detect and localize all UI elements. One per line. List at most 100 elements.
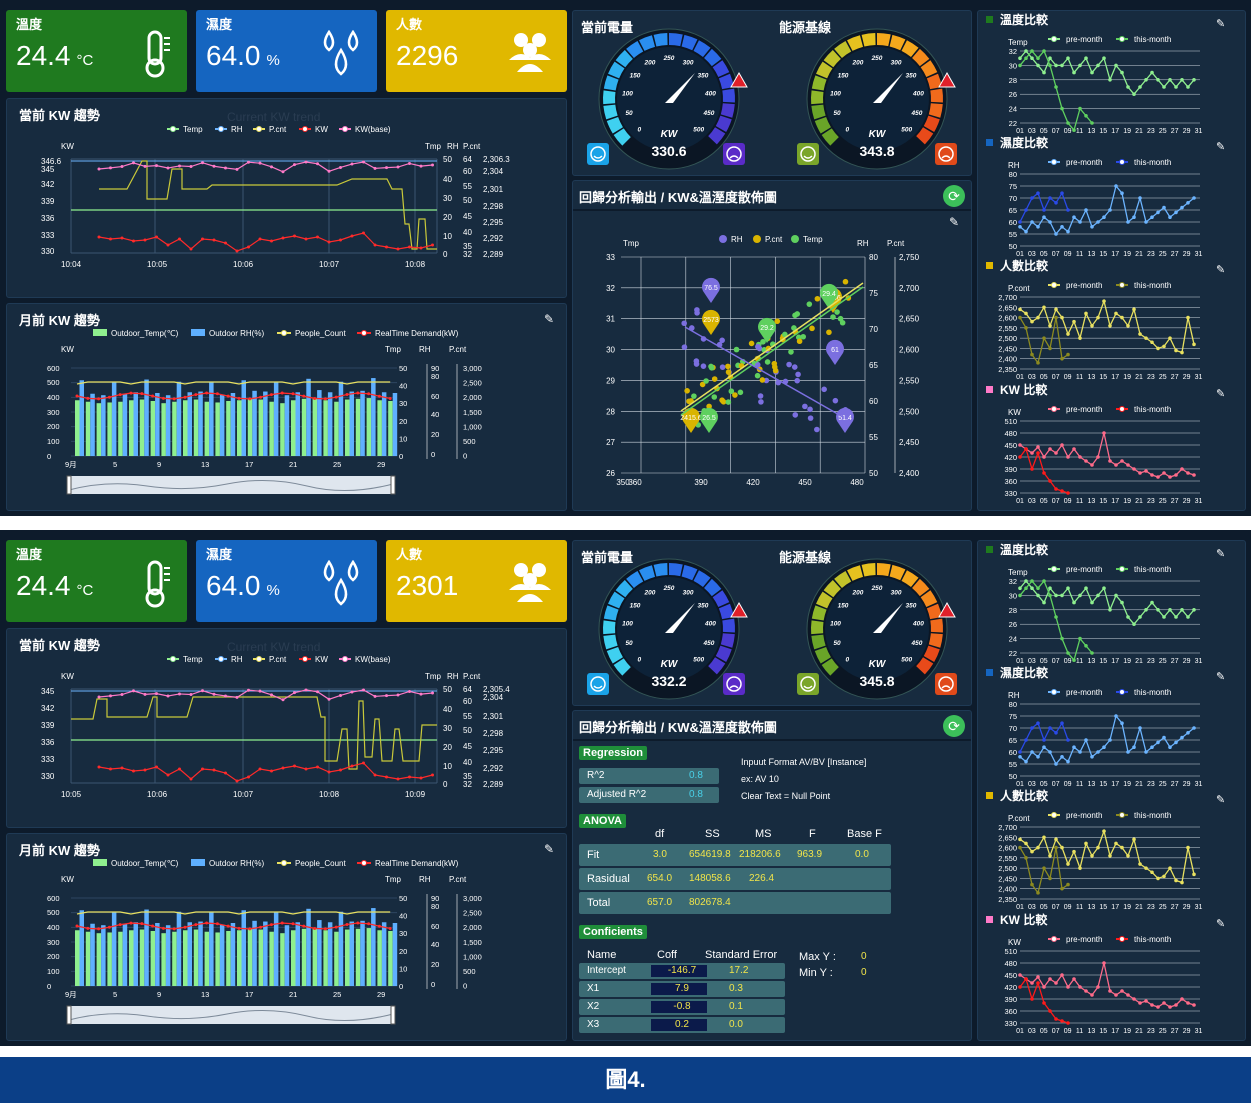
gauge-segment xyxy=(626,570,644,588)
comparison-point xyxy=(1048,876,1052,881)
refresh-icon[interactable]: ⟳ xyxy=(943,715,965,737)
edit-pencil-icon[interactable]: ✎ xyxy=(543,312,554,326)
people-value: 2301 xyxy=(396,570,459,601)
comparison-point xyxy=(1036,361,1040,365)
gauge-segment xyxy=(722,618,735,633)
edit-pencil-icon[interactable]: ✎ xyxy=(543,842,554,856)
dashboard-screen-b: 溫度 24.4 °C 濕度 64.0% 人數 2301 當前 KW 趨勢 Curr… xyxy=(0,530,1251,1046)
scatter-pcnt-tick: 2,550 xyxy=(899,376,920,385)
comparison-y-tick: 2,600 xyxy=(998,314,1017,323)
svg-text:10:06: 10:06 xyxy=(233,260,254,269)
comparison-point xyxy=(1042,305,1046,310)
gauge-tick: 400 xyxy=(704,620,716,627)
humidity-value: 64.0% xyxy=(206,40,280,71)
scatter-point xyxy=(719,364,726,370)
tmp-axis-tick: 20 xyxy=(399,947,407,956)
edit-pencil-icon[interactable]: ✎ xyxy=(1216,141,1225,153)
comparison-point xyxy=(1156,78,1160,82)
edit-pencil-icon[interactable]: ✎ xyxy=(1216,264,1225,276)
comparison-point xyxy=(1036,981,1040,985)
demand-point xyxy=(269,393,273,397)
comparison-point xyxy=(1120,459,1124,463)
edit-pencil-icon[interactable]: ✎ xyxy=(1216,548,1225,560)
gauge-tick: 250 xyxy=(871,55,883,62)
scatter-point xyxy=(834,309,840,315)
temperature-card: 溫度 24.4 °C xyxy=(6,540,187,622)
comparison-point xyxy=(1144,866,1148,870)
comparison-point xyxy=(1066,332,1070,336)
gauge-tick: 150 xyxy=(630,602,641,609)
temp-bar xyxy=(139,929,145,986)
svg-text:45: 45 xyxy=(463,212,472,221)
comparison-y-tick: 28 xyxy=(1009,76,1017,85)
comparison-point xyxy=(1042,49,1046,53)
demand-point xyxy=(269,923,273,927)
comparison-y-tick: 480 xyxy=(1004,429,1017,438)
gauge-segment xyxy=(722,88,735,103)
gauge-segment xyxy=(613,128,631,146)
edit-pencil-icon[interactable]: ✎ xyxy=(1216,794,1225,806)
comparison-point xyxy=(1060,1019,1064,1023)
comparison-point xyxy=(1042,738,1046,742)
temp-bar xyxy=(345,929,350,986)
scatter-pcnt-tick: 2,600 xyxy=(899,346,920,355)
demand-point xyxy=(226,924,230,928)
comparison-point xyxy=(1036,975,1040,979)
comparison-point xyxy=(1054,615,1058,619)
temp-bar xyxy=(388,401,393,456)
regression-scatter-panel: 回歸分析輸出 / KW&溫溼度散佈圖 ⟳ ✎ RH P.cnt Temp Tmp… xyxy=(572,180,972,511)
refresh-icon[interactable]: ⟳ xyxy=(943,185,965,207)
demand-point xyxy=(377,924,381,928)
scatter-point xyxy=(681,320,687,327)
comparison-point xyxy=(1126,750,1130,754)
rh-bar xyxy=(133,922,138,986)
edit-pencil-icon[interactable]: ✎ xyxy=(1216,918,1225,930)
comparison-point xyxy=(1030,981,1034,985)
edit-pencil-icon[interactable]: ✎ xyxy=(1216,388,1225,400)
kw-axis-tick: 336 xyxy=(41,738,55,747)
temp-bar xyxy=(118,401,123,456)
edit-pencil-icon[interactable]: ✎ xyxy=(1216,671,1225,683)
temp-bar xyxy=(366,398,372,456)
kwbase-point xyxy=(120,165,124,169)
comparison-panel: 溫度比較 ✎ pre-month this-month Temp 32 30 28 26 24 22… xyxy=(977,540,1246,1041)
edit-pencil-icon[interactable]: ✎ xyxy=(948,215,959,229)
kw-point xyxy=(109,237,112,241)
edit-pencil-icon[interactable]: ✎ xyxy=(1216,18,1225,30)
comparison-point xyxy=(1120,191,1124,195)
pcnt-axis-tick: 1,500 xyxy=(463,938,482,947)
comparison-x-tick: 03 xyxy=(1028,658,1036,665)
comparison-point xyxy=(1042,455,1046,459)
kw-point xyxy=(396,777,400,781)
comparison-point xyxy=(1078,63,1082,68)
gauge-segment xyxy=(603,634,618,650)
comparison-point xyxy=(1174,615,1178,619)
temp-bar xyxy=(107,402,112,456)
kw-axis-tick: 500 xyxy=(47,908,60,917)
temp-bar xyxy=(237,930,242,986)
kw-point xyxy=(431,243,434,247)
comparison-y-tick: 510 xyxy=(1004,947,1017,956)
kw-axis-tick: 330 xyxy=(41,772,55,781)
happy-face-icon xyxy=(587,673,609,695)
comparison-x-tick: 17 xyxy=(1111,251,1119,258)
scatter-point xyxy=(806,301,813,307)
comparison-x-tick: 23 xyxy=(1147,251,1155,258)
scatter-x-tick: 360 xyxy=(628,478,642,487)
comparison-y-tick: 22 xyxy=(1009,119,1017,128)
rh-bar xyxy=(176,911,182,986)
comparison-y-tick: 2,650 xyxy=(998,833,1017,842)
svg-text:2,295: 2,295 xyxy=(483,218,504,227)
rh-bar xyxy=(306,908,311,986)
gauge-segment xyxy=(916,127,934,145)
rh-axis-tick: 40 xyxy=(431,410,439,419)
comparison-x-tick: 09 xyxy=(1064,374,1072,381)
rh-bar xyxy=(230,393,236,456)
rh-bar xyxy=(198,391,203,456)
tmp-axis-tick: 30 xyxy=(399,399,407,408)
comparison-title: 溫度比較 xyxy=(1000,12,1049,27)
comparison-axis-label: P.cont xyxy=(1008,814,1030,823)
comparison-x-tick: 13 xyxy=(1088,904,1096,911)
comparison-point xyxy=(1084,989,1088,993)
scatter-y-tick: 27 xyxy=(606,438,615,447)
